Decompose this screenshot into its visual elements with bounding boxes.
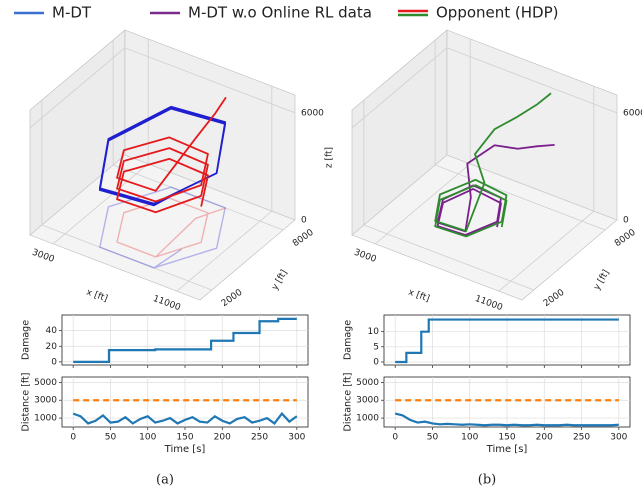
grid-line bbox=[124, 154, 296, 221]
y-tick-label: 1000 bbox=[34, 414, 57, 424]
grid-line bbox=[29, 154, 126, 236]
z-tick-label: 0 bbox=[301, 216, 307, 226]
trajectory bbox=[434, 92, 552, 238]
grid-line bbox=[498, 210, 595, 292]
grid-line bbox=[374, 163, 471, 245]
x-tick-label: 200 bbox=[214, 433, 231, 443]
trajectory-shadow bbox=[116, 197, 227, 258]
y-axis-label: y [ft] bbox=[592, 268, 612, 292]
x-tick-label: 3000 bbox=[31, 248, 56, 265]
trajectory bbox=[116, 96, 227, 214]
x-tick-label: 200 bbox=[536, 433, 553, 443]
grid-line bbox=[446, 154, 618, 221]
series-line bbox=[73, 317, 297, 363]
y-tick-label: 3000 bbox=[356, 396, 379, 406]
caption: (b) bbox=[478, 473, 496, 488]
z-tick-label: 6000 bbox=[623, 108, 642, 118]
y-axis-label: Damage bbox=[343, 320, 354, 360]
y-axis-label: y [ft] bbox=[270, 268, 290, 292]
grid-line bbox=[434, 164, 606, 231]
x-tick-label: 100 bbox=[139, 433, 156, 443]
y-axis-label: Distance [ft] bbox=[343, 373, 354, 432]
y-tick-label: 5000 bbox=[34, 378, 57, 388]
x-axis-label: Time [s] bbox=[486, 444, 528, 455]
x-tick-label: 11000 bbox=[473, 294, 504, 313]
grid-line bbox=[351, 47, 448, 129]
grid-line bbox=[52, 163, 149, 245]
grid-line bbox=[363, 224, 535, 291]
grid-line bbox=[29, 47, 126, 129]
grid-line bbox=[351, 154, 448, 236]
y-tick-label: 8000 bbox=[613, 228, 638, 249]
y-axis-label: Distance [ft] bbox=[21, 373, 32, 432]
trajectory-shadow bbox=[99, 186, 226, 269]
y-tick-label: 40 bbox=[46, 326, 58, 336]
y-tick-label: 2000 bbox=[220, 288, 245, 309]
x-tick-label: 11000 bbox=[151, 294, 182, 313]
y-tick-label: 2000 bbox=[542, 288, 567, 309]
y-tick-label: 10 bbox=[368, 327, 380, 337]
y-tick-label: 5000 bbox=[356, 378, 379, 388]
x-tick-label: 300 bbox=[610, 433, 627, 443]
x-tick-label: 300 bbox=[288, 433, 305, 443]
y-tick-label: 0 bbox=[51, 357, 57, 367]
y-tick-label: 3000 bbox=[34, 396, 57, 406]
x-tick-label: 100 bbox=[461, 433, 478, 443]
series-line bbox=[395, 318, 619, 364]
trajectory bbox=[98, 105, 227, 207]
y-tick-label: 20 bbox=[46, 342, 58, 352]
grid-line bbox=[41, 224, 213, 291]
x-tick-label: 250 bbox=[573, 433, 590, 443]
grid-line bbox=[176, 210, 273, 292]
x-axis-label: Time [s] bbox=[164, 444, 206, 455]
x-tick-label: 50 bbox=[105, 433, 117, 443]
legend-label: Opponent (HDP) bbox=[436, 4, 559, 22]
legend-label: M-DT bbox=[52, 4, 92, 22]
x-axis-label: x [ft] bbox=[407, 288, 431, 305]
x-tick-label: 0 bbox=[70, 433, 76, 443]
caption: (a) bbox=[156, 473, 174, 488]
z-tick-label: 0 bbox=[623, 216, 629, 226]
y-tick-label: 1000 bbox=[356, 414, 379, 424]
y-tick-label: 5 bbox=[373, 342, 379, 352]
grid-line bbox=[446, 47, 618, 114]
legend-label: M-DT w.o Online RL data bbox=[188, 4, 372, 22]
series-line bbox=[72, 411, 298, 425]
x-tick-label: 50 bbox=[427, 433, 439, 443]
z-axis-label: z [ft] bbox=[325, 147, 335, 168]
x-tick-label: 150 bbox=[176, 433, 193, 443]
y-tick-label: 0 bbox=[373, 357, 379, 367]
x-axis-label: x [ft] bbox=[85, 288, 109, 305]
series-line bbox=[394, 412, 619, 427]
x-tick-label: 0 bbox=[392, 433, 398, 443]
y-axis-label: Damage bbox=[21, 320, 32, 360]
grid-line bbox=[124, 47, 296, 114]
z-tick-label: 6000 bbox=[301, 108, 324, 118]
x-tick-label: 150 bbox=[498, 433, 515, 443]
x-tick-label: 250 bbox=[251, 433, 268, 443]
x-tick-label: 3000 bbox=[353, 248, 378, 265]
y-tick-label: 8000 bbox=[291, 228, 316, 249]
